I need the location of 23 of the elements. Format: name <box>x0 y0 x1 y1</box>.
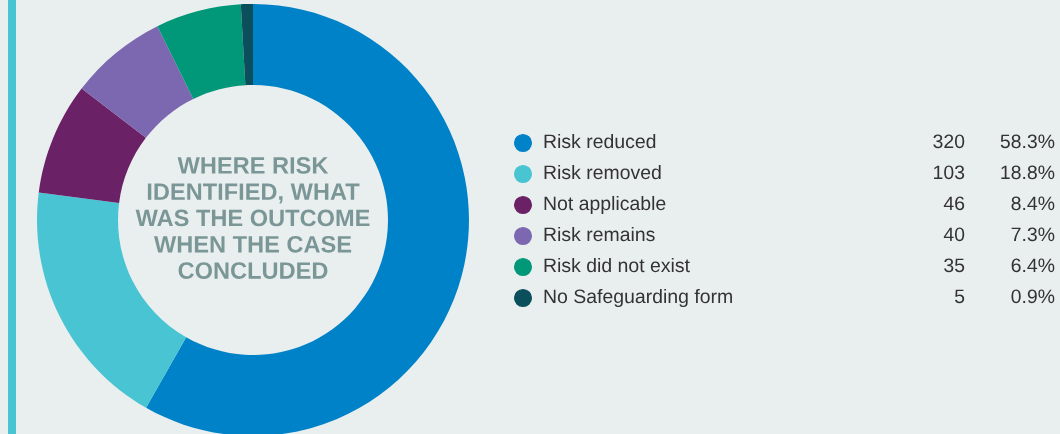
text: 320 <box>933 134 965 149</box>
donut-slice <box>240 4 253 86</box>
data-label: 7.3% <box>1011 227 1055 242</box>
data-label: 18.8% <box>1001 165 1055 180</box>
legend-label: Risk did not exist <box>544 257 690 273</box>
text: 40 <box>943 227 965 242</box>
legend-label: Not applicable <box>544 195 666 215</box>
text: 5 <box>954 289 965 304</box>
data-label: 0.9% <box>1011 289 1055 304</box>
data-label: 6.4% <box>1011 258 1055 273</box>
donut-slice <box>157 4 246 99</box>
legend-label: Risk removed <box>544 164 661 180</box>
text: 103 <box>934 165 965 180</box>
legend-label: Risk remains <box>544 226 655 242</box>
donut-slice <box>81 26 194 138</box>
data-label: 58.3% <box>1000 134 1055 149</box>
text: WHERE RISK IDENTIFIED, WHAT WAS THE OUTCOME WHEN THE CASE CONCLUDED <box>135 157 370 279</box>
legend-label: Risk reduced <box>544 133 656 149</box>
text: 35 <box>944 258 965 273</box>
donut-slice <box>38 88 146 203</box>
legend-label: No Safeguarding form <box>544 288 732 308</box>
data-label: 8.4% <box>1011 196 1055 211</box>
text: 46 <box>943 196 965 211</box>
